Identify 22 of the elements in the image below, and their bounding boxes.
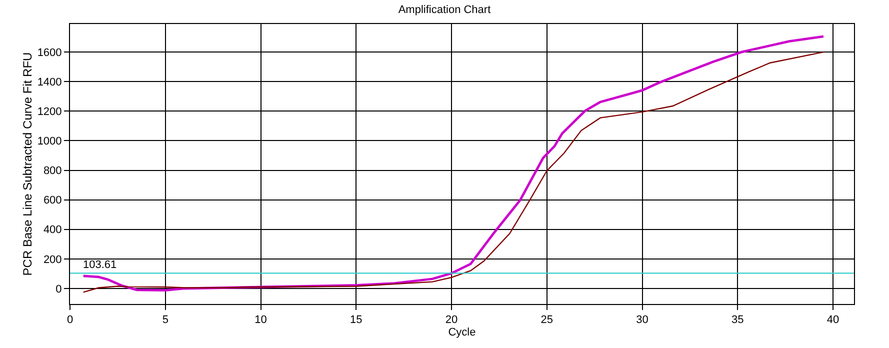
y-tick-label: 400: [43, 224, 62, 236]
chart-title: Amplification Chart: [398, 4, 491, 16]
x-tick-label: 30: [636, 314, 648, 326]
x-tick-label: 20: [445, 314, 458, 326]
y-tick-label: 800: [43, 165, 62, 178]
x-tick-label: 0: [66, 314, 74, 326]
y-tick-label: 1400: [37, 76, 62, 88]
x-tick-label: 35: [732, 314, 744, 326]
y-tick-label: 1000: [37, 136, 62, 148]
y-tick-label: 1200: [37, 106, 62, 118]
y-tick-label: 200: [43, 254, 62, 266]
x-axis-title: Cycle: [448, 326, 476, 338]
x-tick-label: 40: [826, 314, 840, 326]
y-tick-label: 1600: [37, 46, 62, 59]
y-tick-label: 0: [56, 283, 62, 296]
y-axis-title: PCR Base Line Subtracted Curve Fit RFU: [20, 52, 35, 276]
x-tick-label: 15: [350, 314, 362, 326]
x-tick-label: 5: [162, 314, 168, 326]
x-tick-label: 25: [540, 314, 554, 326]
ref-line-label: 103.61: [83, 259, 117, 271]
y-tick-label: 600: [43, 194, 62, 207]
x-tick-label: 10: [254, 314, 267, 326]
